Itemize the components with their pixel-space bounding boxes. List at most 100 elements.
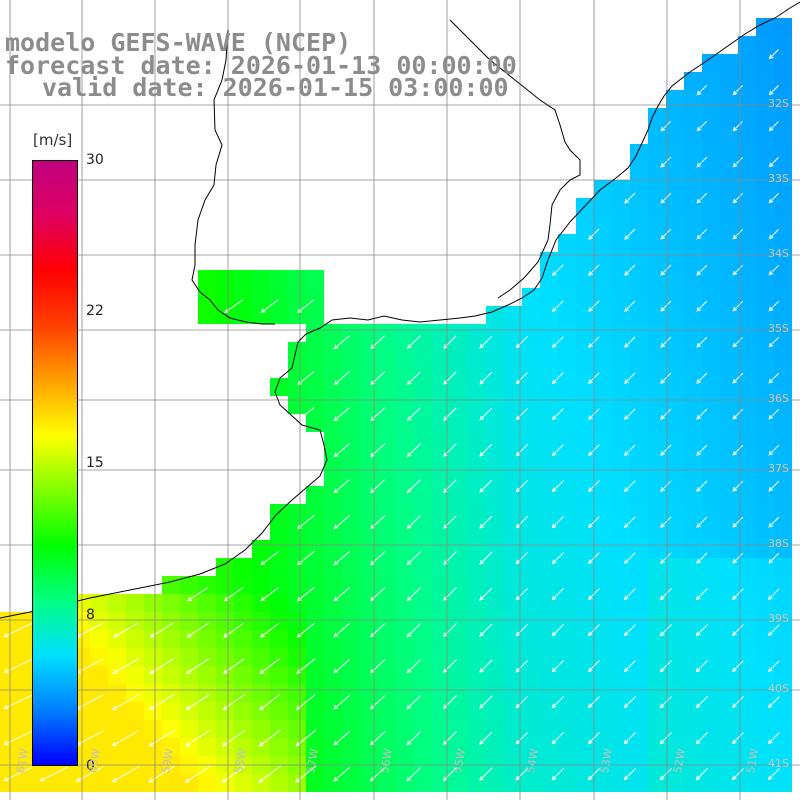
wind-arrow — [768, 372, 780, 384]
wind-speed-cell — [234, 720, 252, 738]
wind-speed-cell — [630, 162, 648, 180]
wind-speed-cell — [756, 612, 774, 630]
wind-speed-cell — [720, 684, 738, 702]
wind-arrow — [406, 407, 421, 422]
wind-speed-cell — [612, 180, 630, 198]
wind-speed-cell — [450, 630, 468, 648]
wind-speed-cell — [144, 666, 162, 684]
wind-speed-cell — [504, 468, 522, 486]
wind-speed-cell — [684, 144, 702, 162]
wind-speed-cell — [252, 288, 270, 306]
wind-arrow — [442, 695, 457, 710]
wind-arrow — [623, 624, 636, 637]
wind-speed-cell — [576, 612, 594, 630]
wind-speed-cell — [18, 774, 36, 792]
wind-speed-cell — [216, 630, 234, 648]
wind-arrow — [333, 622, 351, 638]
wind-speed-cell — [630, 342, 648, 360]
wind-arrow — [732, 372, 744, 384]
wind-speed-cell — [108, 666, 126, 684]
wind-arrow — [515, 372, 528, 385]
wind-arrow — [406, 766, 422, 782]
wind-speed-cell — [522, 414, 540, 432]
wind-speed-cell — [306, 594, 324, 612]
wind-speed-cell — [180, 648, 198, 666]
wind-arrow — [695, 588, 708, 601]
wind-speed-cell — [522, 594, 540, 612]
wind-arrow — [623, 732, 636, 745]
wind-speed-cell — [666, 162, 684, 180]
wind-speed-cell — [648, 504, 666, 522]
wind-arrow — [295, 765, 317, 783]
wind-speed-cell — [126, 702, 144, 720]
wind-speed-cell — [234, 558, 252, 576]
wind-arrow — [3, 695, 32, 710]
wind-speed-cell — [774, 738, 792, 756]
wind-speed-cell — [468, 360, 486, 378]
wind-speed-cell — [180, 702, 198, 720]
wind-speed-cell — [342, 594, 360, 612]
wind-speed-cell — [522, 306, 540, 324]
wind-speed-cell — [756, 144, 774, 162]
wind-arrow — [696, 480, 708, 492]
wind-speed-cell — [594, 486, 612, 504]
wind-speed-cell — [360, 540, 378, 558]
wind-speed-cell — [468, 324, 486, 342]
wind-speed-cell — [90, 612, 108, 630]
wind-speed-cell — [774, 198, 792, 216]
wind-speed-cell — [0, 702, 18, 720]
wind-speed-cell — [270, 774, 288, 792]
wind-speed-cell — [198, 630, 216, 648]
wind-arrow — [768, 85, 779, 96]
wind-arrow — [479, 695, 493, 709]
wind-speed-cell — [540, 720, 558, 738]
latitude-label: 40S — [768, 682, 789, 695]
wind-speed-cell — [558, 702, 576, 720]
wind-speed-cell — [684, 576, 702, 594]
wind-arrow — [732, 264, 744, 276]
wind-speed-cell — [342, 450, 360, 468]
wind-speed-cell — [288, 648, 306, 666]
wind-speed-cell — [90, 684, 108, 702]
wind-speed-field — [0, 18, 792, 792]
wind-speed-cell — [234, 648, 252, 666]
wind-speed-cell — [108, 684, 126, 702]
wind-speed-cell — [540, 684, 558, 702]
wind-speed-cell — [234, 738, 252, 756]
wind-speed-cell — [594, 702, 612, 720]
wind-speed-cell — [108, 648, 126, 666]
wind-arrow — [695, 624, 708, 637]
wind-arrow — [443, 443, 457, 457]
wind-arrow — [479, 335, 493, 349]
wind-speed-cell — [612, 504, 630, 522]
wind-arrow — [624, 336, 636, 348]
wind-speed-cell — [306, 504, 324, 522]
wind-speed-cell — [576, 360, 594, 378]
wind-speed-cell — [144, 684, 162, 702]
wind-speed-cell — [702, 666, 720, 684]
wind-speed-cell — [720, 468, 738, 486]
wind-speed-cell — [756, 324, 774, 342]
wind-speed-cell — [522, 522, 540, 540]
wind-speed-cell — [126, 612, 144, 630]
wind-speed-cell — [432, 648, 450, 666]
wind-vector-field — [3, 49, 780, 783]
wind-speed-cell — [666, 342, 684, 360]
wind-arrow — [406, 335, 421, 350]
wind-speed-cell — [702, 594, 720, 612]
wind-speed-cell — [720, 180, 738, 198]
wind-speed-cell — [198, 306, 216, 324]
wind-speed-cell — [450, 738, 468, 756]
wind-speed-cell — [486, 702, 504, 720]
wind-speed-cell — [774, 18, 792, 36]
wind-speed-cell — [756, 180, 774, 198]
latitude-label: 38S — [768, 537, 789, 550]
wind-arrow — [442, 587, 457, 602]
wind-speed-cell — [468, 432, 486, 450]
wind-speed-cell — [738, 738, 756, 756]
wind-speed-cell — [90, 720, 108, 738]
wind-speed-cell — [306, 684, 324, 702]
wind-speed-cell — [234, 630, 252, 648]
wind-arrow — [732, 552, 744, 564]
wind-arrow — [297, 407, 315, 422]
